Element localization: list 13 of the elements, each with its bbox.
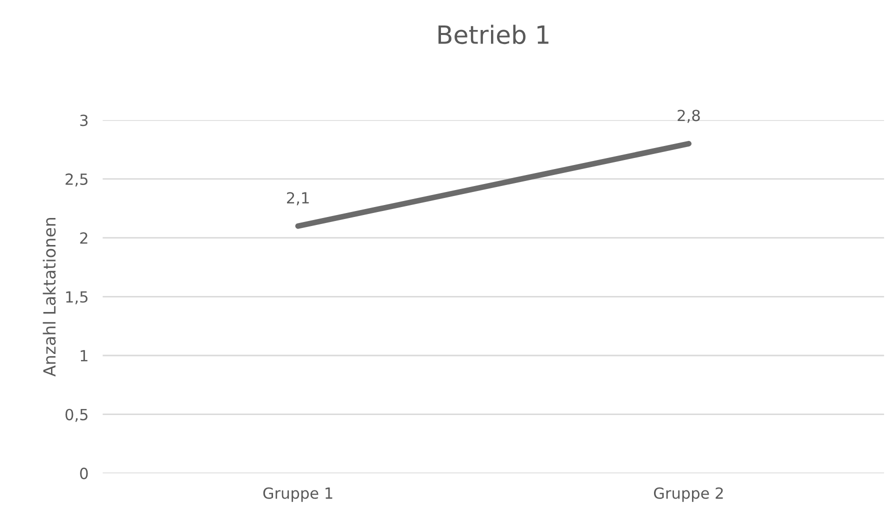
y-tick-label: 1 [80, 350, 88, 362]
x-tick-label: Gruppe 2 [654, 487, 723, 502]
y-tick-label: 1,5 [66, 291, 88, 304]
y-tick-label: 0 [80, 468, 88, 480]
y-tick-label: 0,5 [66, 408, 88, 422]
y-tick-label: 2,5 [66, 173, 88, 187]
x-tick-label: Gruppe 1 [263, 487, 332, 502]
y-tick-label: 2 [80, 232, 88, 244]
y-axis-title: Anzahl Laktationen [42, 218, 56, 377]
data-label: 2,1 [287, 192, 309, 206]
y-tick-label: 3 [80, 114, 88, 126]
chart-title: Betrieb 1 [438, 24, 548, 44]
data-label: 2,8 [678, 110, 700, 123]
